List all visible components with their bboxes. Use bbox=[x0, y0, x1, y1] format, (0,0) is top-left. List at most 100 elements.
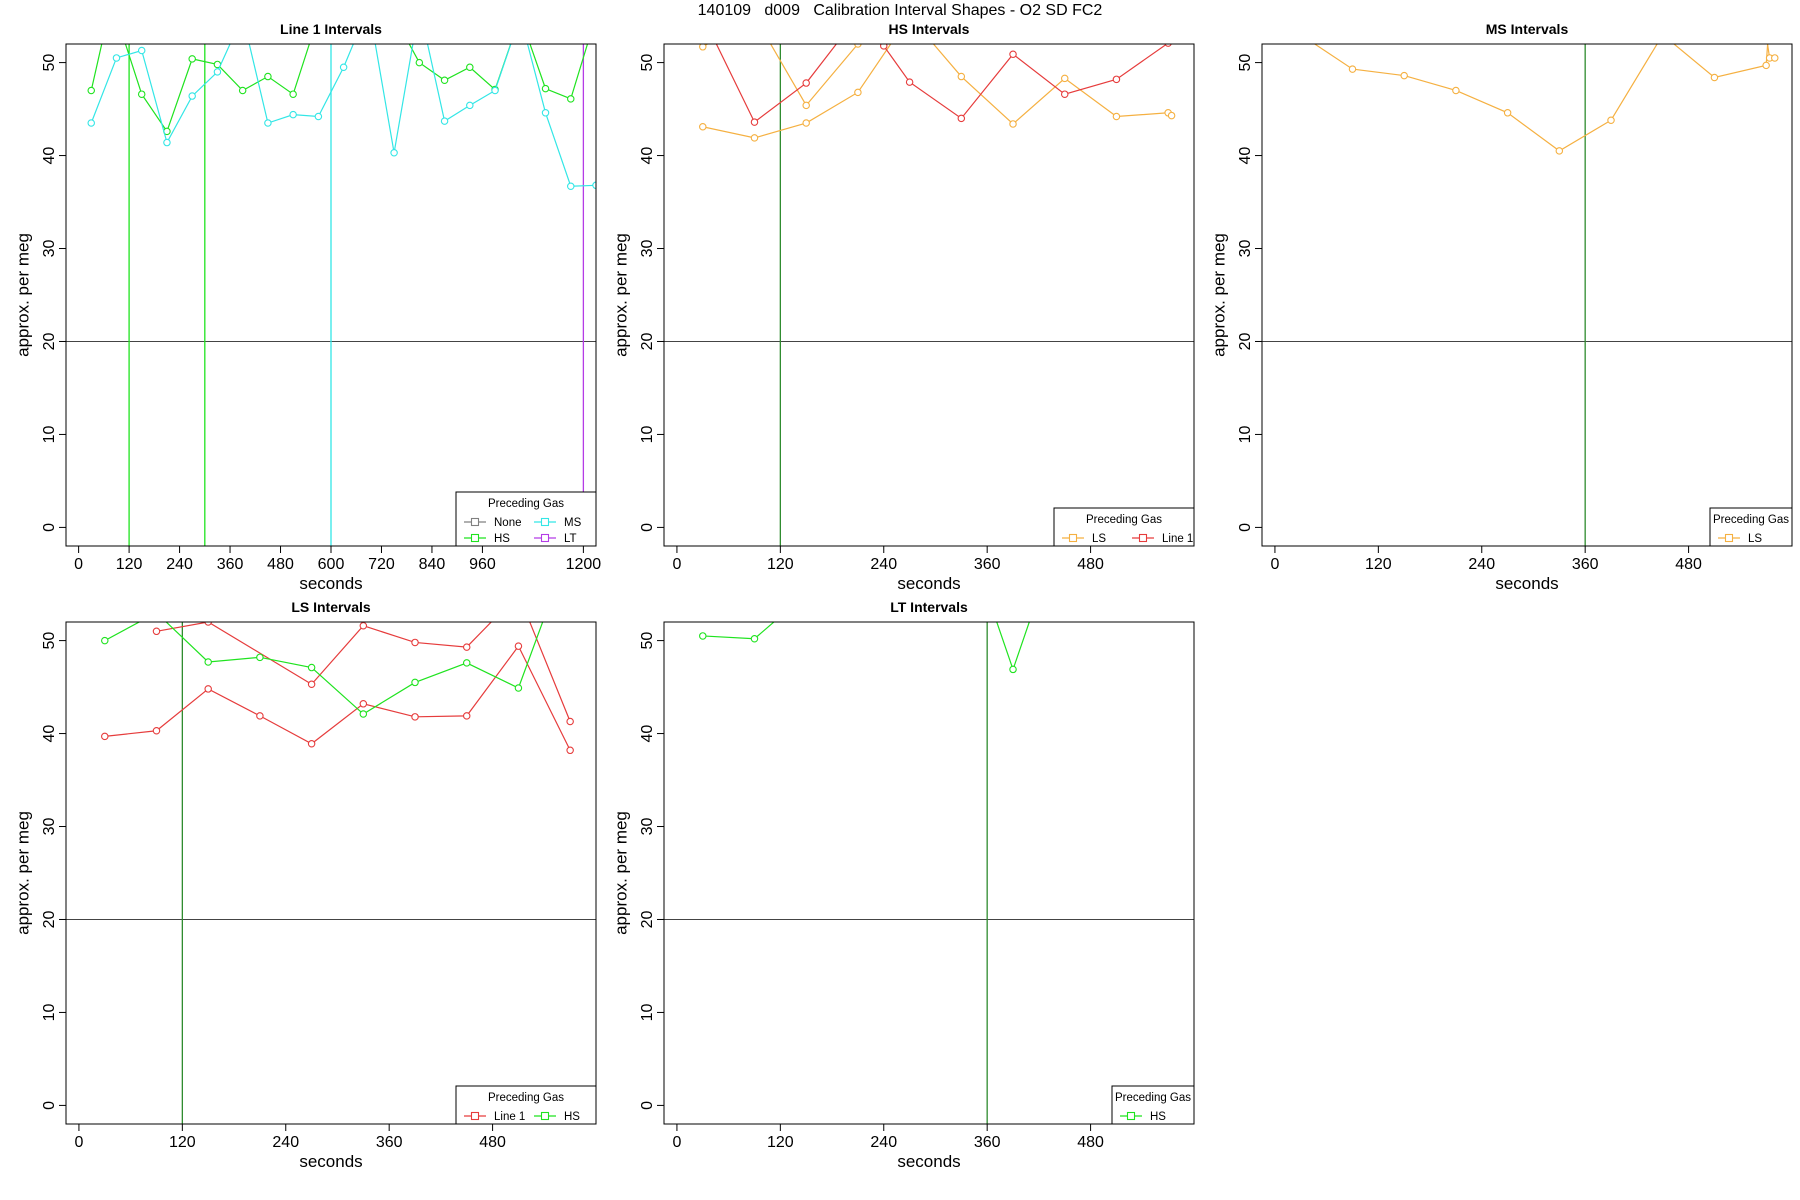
data-point bbox=[517, 13, 523, 19]
series-line-hs bbox=[996, 622, 1030, 672]
data-point bbox=[153, 610, 159, 616]
legend-swatch bbox=[540, 517, 550, 527]
series-line-hs bbox=[702, 622, 775, 640]
data-point bbox=[1660, 32, 1666, 38]
legend-label: HS bbox=[564, 1111, 580, 1123]
data-point bbox=[163, 138, 171, 147]
legend: Preceding Gas None MS HS LT bbox=[455, 491, 597, 547]
data-point bbox=[188, 92, 196, 100]
data-point bbox=[339, 63, 348, 71]
y-axis-label: approx. per meg bbox=[13, 811, 32, 935]
data-point bbox=[391, 13, 397, 19]
data-point bbox=[340, 4, 346, 10]
data-point bbox=[750, 634, 759, 643]
x-tick-label: 720 bbox=[368, 556, 395, 573]
y-tick-label: 20 bbox=[1237, 332, 1254, 350]
legend: Preceding Gas HS bbox=[1111, 1085, 1195, 1125]
data-point bbox=[566, 746, 574, 755]
y-tick-label: 0 bbox=[639, 523, 656, 532]
legend: Preceding Gas Line 1 HS bbox=[455, 1085, 597, 1125]
data-point bbox=[213, 68, 222, 76]
x-tick-label: 360 bbox=[376, 1134, 403, 1151]
plot-area bbox=[664, 591, 1194, 1124]
panel-title: LS Intervals bbox=[291, 599, 371, 615]
x-tick-label: 0 bbox=[672, 556, 681, 573]
data-point bbox=[462, 659, 471, 667]
data-point bbox=[307, 663, 316, 672]
y-tick-label: 0 bbox=[639, 1101, 656, 1110]
legend: Preceding Gas LS Line 1 bbox=[1053, 507, 1195, 547]
data-point bbox=[1763, 32, 1769, 38]
panel-title: Line 1 Intervals bbox=[280, 21, 382, 37]
x-tick-label: 120 bbox=[767, 556, 794, 573]
data-point bbox=[906, 13, 912, 19]
legend-swatch bbox=[470, 533, 480, 543]
data-point bbox=[1036, 591, 1042, 597]
y-tick-label: 10 bbox=[639, 1003, 656, 1021]
chart-panel-1: HS Intervals 0 120 240 360 480 seconds 0 10 20 30 4… bbox=[611, 13, 1195, 593]
data-point bbox=[366, 13, 372, 19]
data-point bbox=[566, 717, 574, 726]
legend-label: None bbox=[494, 517, 522, 529]
data-point bbox=[87, 86, 95, 95]
x-tick-label: 1200 bbox=[566, 556, 602, 573]
data-point bbox=[541, 84, 550, 93]
chart-panel-2: MS Intervals 0 120 240 360 480 seconds 0 10 20 30 4… bbox=[1209, 21, 1793, 593]
data-point bbox=[1298, 32, 1304, 38]
data-point bbox=[113, 13, 119, 19]
data-point bbox=[359, 700, 368, 708]
x-tick-label: 120 bbox=[169, 1134, 196, 1151]
data-point bbox=[906, 13, 912, 19]
y-tick-label: 20 bbox=[639, 332, 656, 350]
x-tick-label: 360 bbox=[1572, 556, 1599, 573]
data-point bbox=[854, 44, 862, 48]
data-point bbox=[366, 4, 372, 10]
data-point bbox=[204, 658, 212, 666]
data-point bbox=[515, 591, 521, 597]
data-point bbox=[87, 119, 95, 127]
data-point bbox=[1060, 90, 1069, 98]
panel-title: HS Intervals bbox=[889, 21, 970, 37]
data-point bbox=[567, 95, 575, 103]
data-point bbox=[204, 622, 212, 626]
y-tick-label: 30 bbox=[1237, 240, 1254, 258]
legend-box bbox=[1709, 507, 1793, 547]
data-point bbox=[1348, 65, 1357, 73]
legend-swatch bbox=[540, 1111, 550, 1121]
data-point bbox=[314, 112, 323, 121]
data-point bbox=[256, 653, 264, 662]
data-point bbox=[802, 79, 810, 87]
y-axis-label: approx. per meg bbox=[611, 811, 630, 935]
y-axis-label: approx. per meg bbox=[13, 233, 32, 357]
data-point bbox=[1452, 86, 1460, 95]
legend-label: MS bbox=[564, 517, 582, 529]
data-point bbox=[188, 55, 196, 63]
y-tick-label: 40 bbox=[41, 725, 58, 743]
x-tick-label: 120 bbox=[1365, 556, 1392, 573]
series-line-hs bbox=[104, 622, 544, 715]
y-axis-label: approx. per meg bbox=[1209, 233, 1228, 357]
legend-swatch bbox=[1068, 533, 1078, 543]
y-tick-label: 20 bbox=[41, 332, 58, 350]
data-point bbox=[152, 727, 161, 735]
x-tick-label: 240 bbox=[870, 556, 897, 573]
y-tick-label: 20 bbox=[41, 910, 58, 928]
legend: Preceding Gas LS bbox=[1709, 507, 1793, 547]
data-point bbox=[541, 109, 550, 117]
chart-panel-3: LS Intervals 0 120 240 360 480 seconds 0 10 20 30 4… bbox=[13, 591, 597, 1171]
data-point bbox=[491, 86, 499, 95]
data-point bbox=[1167, 111, 1176, 120]
data-point bbox=[699, 122, 707, 131]
data-point bbox=[1607, 116, 1615, 124]
data-point bbox=[1503, 109, 1512, 117]
data-point bbox=[101, 636, 109, 645]
x-axis-label: seconds bbox=[299, 1152, 362, 1171]
series-line-ls bbox=[702, 44, 860, 107]
series-line-line-1 bbox=[104, 645, 571, 751]
x-tick-label: 360 bbox=[974, 1134, 1001, 1151]
data-point bbox=[315, 13, 321, 19]
x-tick-label: 480 bbox=[479, 1134, 506, 1151]
legend-label: HS bbox=[494, 533, 510, 545]
x-tick-label: 0 bbox=[74, 556, 83, 573]
data-point bbox=[411, 638, 419, 647]
